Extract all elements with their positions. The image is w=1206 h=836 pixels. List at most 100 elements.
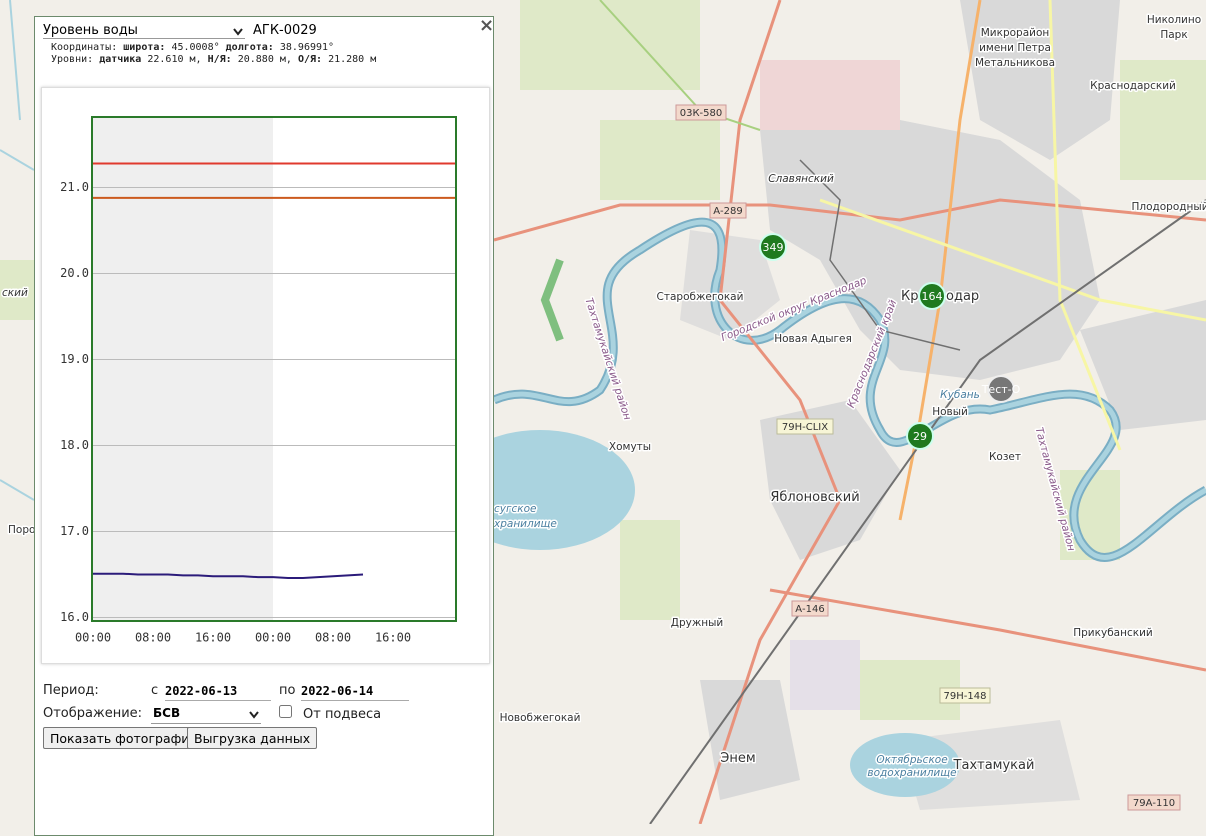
plot-frame — [91, 116, 457, 622]
station-marker[interactable] — [918, 282, 946, 310]
water-label: хранилище — [493, 518, 557, 530]
place-label: Прикубанский — [1073, 627, 1152, 639]
place-label: Плодородный — [1131, 201, 1206, 213]
road-shield: 79Н-CLIX — [782, 422, 828, 433]
close-button[interactable]: × — [479, 15, 495, 36]
place-label: одар — [946, 289, 979, 304]
road-shield: 03К-580 — [680, 108, 723, 119]
from-label: с — [151, 683, 159, 698]
high-value: 21.280 м — [328, 54, 377, 65]
marker-label: 29 — [913, 430, 927, 443]
display-select[interactable]: БСВ — [151, 706, 261, 724]
place-label: Хомуты — [609, 441, 651, 453]
select-value: Уровень воды — [43, 23, 138, 38]
hang-checkbox[interactable] — [279, 705, 292, 718]
y-tick-label: 19.0 — [60, 352, 89, 366]
marker-label: 164 — [922, 290, 943, 303]
sensor-value: 22.610 м, — [147, 54, 202, 65]
map-fields — [0, 0, 1206, 720]
place-label: Старобжегокай — [657, 291, 744, 303]
x-tick-label: 00:00 — [255, 631, 291, 645]
place-label: Яблоновский — [770, 490, 859, 505]
levels-line: Уровни: датчика 22.610 м, Н/Я: 20.880 м,… — [51, 54, 376, 65]
lat-label: широта: — [123, 42, 166, 53]
place-label: ский — [2, 287, 28, 299]
place-label: Энем — [720, 751, 755, 766]
place-label: Козет — [989, 451, 1021, 463]
series-line — [93, 572, 364, 579]
x-tick-label: 08:00 — [315, 631, 351, 645]
place-label: Парк — [1160, 29, 1187, 41]
x-tick-label: 16:00 — [375, 631, 411, 645]
road-shield: 79Н-148 — [944, 691, 987, 702]
y-tick-label: 17.0 — [60, 524, 89, 538]
water-label: сугское — [494, 503, 537, 515]
coords-label: Координаты: — [51, 42, 118, 53]
photos-button[interactable]: Показать фотографии — [43, 727, 205, 749]
place-label: Краснодарский — [1090, 80, 1176, 92]
y-tick-label: 21.0 — [60, 180, 89, 194]
x-tick-label: 08:00 — [135, 631, 171, 645]
water-label: водохранилище — [867, 767, 956, 779]
place-label: Микрорайон — [981, 27, 1050, 39]
checkbox-label: От подвеса — [303, 707, 382, 722]
place-label: Тахтамукай — [953, 758, 1035, 773]
type-select[interactable]: Уровень воды — [43, 23, 245, 39]
lat-value: 45.0008° — [171, 42, 220, 53]
place-label: Новая Адыгея — [774, 333, 852, 345]
place-label: Новый — [932, 406, 968, 418]
airport — [790, 640, 860, 710]
y-tick-label: 16.0 — [60, 610, 89, 624]
road-shield: 79А-110 — [1133, 798, 1175, 809]
select-arrow — [249, 711, 259, 719]
water-label: Кубань — [940, 389, 980, 401]
to-input[interactable]: 2022-06-14 — [301, 684, 409, 701]
place-label: Кр — [901, 289, 918, 304]
y-tick-label: 18.0 — [60, 438, 89, 452]
place-label: Дружный — [671, 617, 724, 629]
road-shield: А-289 — [713, 206, 743, 217]
place-label: Поро — [8, 524, 35, 536]
test-marker[interactable] — [987, 375, 1015, 403]
period-label: Период: — [43, 683, 99, 698]
display-label: Отображение: — [43, 706, 143, 721]
place-label: Метальникова — [975, 57, 1055, 69]
place-label: Николино — [1147, 14, 1201, 26]
chart-container: 16.0 17.0 18.0 19.0 20.0 21.0 00:00 08:00 16:00 0… — [41, 87, 490, 664]
x-tick-label: 16:00 — [195, 631, 231, 645]
airport — [760, 60, 900, 130]
place-label: имени Петра — [979, 42, 1051, 54]
station-marker[interactable] — [906, 422, 934, 450]
lon-value: 38.96991° — [279, 42, 335, 53]
x-tick-label: 00:00 — [75, 631, 111, 645]
to-label: по — [279, 683, 296, 698]
road-shield: А-146 — [795, 604, 825, 615]
map-shields: 03К-580 А-289 79Н-CLIX А-146 79Н-148 79А… — [675, 104, 1181, 811]
low-value: 20.880 м, — [237, 54, 292, 65]
marker-label: Тест-О — [981, 383, 1021, 396]
place-label: Новобжегокай — [500, 712, 581, 724]
select-arrow — [233, 28, 243, 36]
select-value: БСВ — [153, 706, 181, 720]
high-label: О/Я: — [297, 54, 323, 65]
chart: 16.0 17.0 18.0 19.0 20.0 21.0 00:00 08:00 16:00 0… — [60, 116, 457, 645]
marker-label: 349 — [763, 241, 784, 254]
levels-label: Уровни: — [51, 54, 94, 65]
water-label: Октябрьское — [876, 754, 947, 766]
place-label: Славянский — [768, 173, 834, 185]
coords-line: Координаты: широта: 45.0008° долгота: 38… — [51, 42, 334, 53]
lon-label: долгота: — [225, 42, 274, 53]
station-marker[interactable] — [759, 233, 787, 261]
low-label: Н/Я: — [207, 54, 232, 65]
station-panel: Уровень воды АГК-0029 × Координаты: широ… — [34, 15, 495, 836]
export-button[interactable]: Выгрузка данных — [187, 727, 318, 749]
sensor-label: датчика — [99, 54, 142, 65]
map-markers: 349 164 29 Тест-О — [759, 233, 1021, 450]
station-id: АГК-0029 — [253, 23, 317, 38]
map-urban — [680, 0, 1206, 810]
day-shade — [93, 117, 273, 621]
from-input[interactable]: 2022-06-13 — [165, 684, 271, 701]
y-tick-label: 20.0 — [60, 266, 89, 280]
